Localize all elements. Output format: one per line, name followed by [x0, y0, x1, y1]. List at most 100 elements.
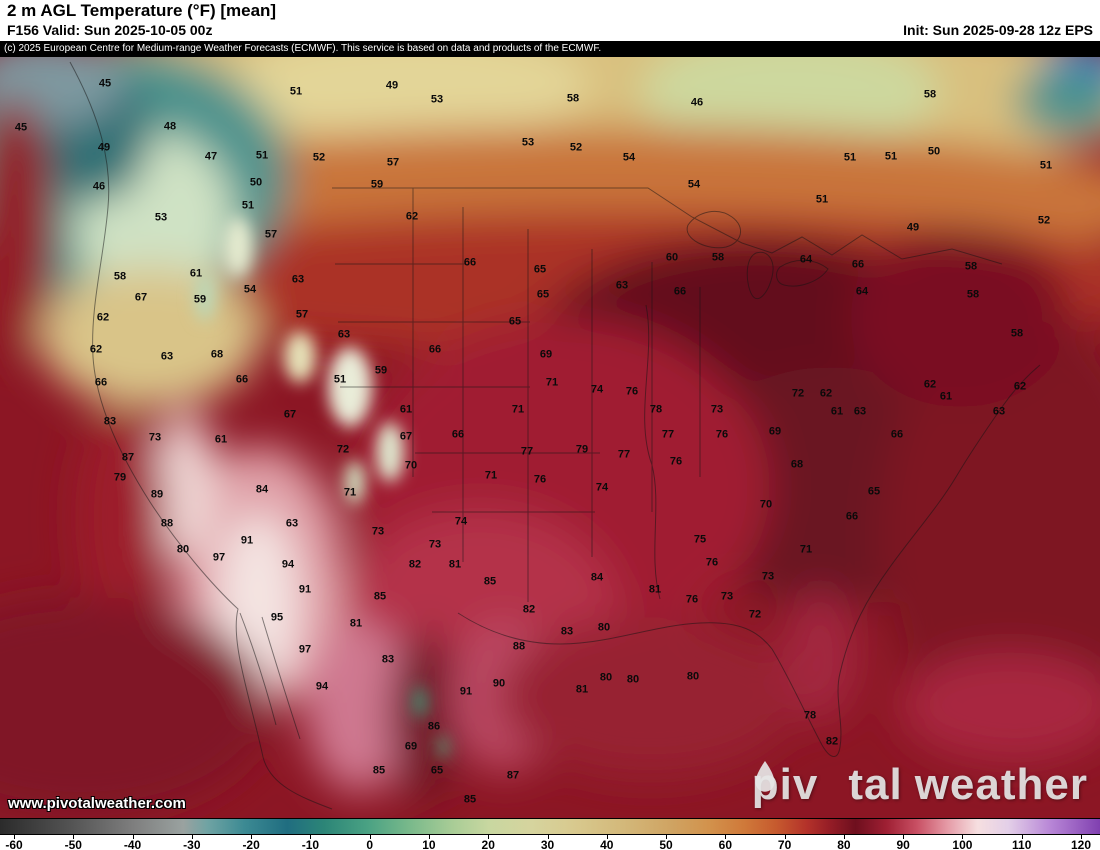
temp-label: 66	[673, 285, 687, 298]
temp-label: 87	[121, 451, 135, 464]
temp-label: 95	[270, 611, 284, 624]
colorbar-tick-label: 50	[659, 838, 673, 850]
temp-label: 71	[484, 469, 498, 482]
temp-label: 70	[759, 498, 773, 511]
temp-label: 70	[404, 459, 418, 472]
colorbar-tick	[191, 835, 193, 839]
colorbar-tick-label: 40	[600, 838, 614, 850]
temp-label: 63	[992, 405, 1006, 418]
init-time-label: Init: Sun 2025-09-28 12z EPS	[903, 22, 1093, 38]
temp-label: 86	[427, 720, 441, 733]
temp-label: 73	[720, 590, 734, 603]
temp-label: 59	[370, 178, 384, 191]
temp-label: 57	[295, 308, 309, 321]
temp-label: 57	[264, 228, 278, 241]
temp-label: 63	[291, 273, 305, 286]
temp-label: 74	[590, 383, 604, 396]
temp-label: 54	[243, 283, 257, 296]
temp-label: 61	[830, 405, 844, 418]
temp-label: 77	[617, 448, 631, 461]
temp-label: 66	[94, 376, 108, 389]
temp-label: 88	[512, 640, 526, 653]
colorbar-tick	[606, 835, 608, 839]
temp-label: 72	[336, 443, 350, 456]
temp-label: 97	[212, 551, 226, 564]
pivotal-weather-logo: piv tal weather	[752, 760, 1088, 810]
temp-label: 71	[343, 486, 357, 499]
temp-label: 83	[560, 625, 574, 638]
temp-label: 67	[399, 430, 413, 443]
colorbar-tick-label: -40	[123, 838, 142, 850]
temp-label: 49	[906, 221, 920, 234]
temp-label: 65	[536, 288, 550, 301]
colorbar-tick	[132, 835, 134, 839]
colorbar-tick-label: -50	[64, 838, 82, 850]
temp-label: 65	[867, 485, 881, 498]
temp-label: 61	[399, 403, 413, 416]
colorbar-tick-label: 0	[366, 838, 373, 850]
colorbar-tick	[251, 835, 253, 839]
colorbar-tick-label: 90	[896, 838, 910, 850]
temp-label: 89	[150, 488, 164, 501]
temp-label: 46	[690, 96, 704, 109]
temp-label: 85	[372, 764, 386, 777]
temp-label: 59	[193, 293, 207, 306]
temp-label: 52	[312, 151, 326, 164]
temp-label: 51	[884, 150, 898, 163]
temp-label: 91	[459, 685, 473, 698]
temp-label: 50	[927, 145, 941, 158]
temp-label: 51	[843, 151, 857, 164]
colorbar-tick-label: 10	[422, 838, 436, 850]
temp-label: 61	[189, 267, 203, 280]
temp-label: 73	[371, 525, 385, 538]
temp-label: 78	[649, 403, 663, 416]
temp-label: 49	[97, 141, 111, 154]
colorbar-tick	[725, 835, 727, 839]
colorbar-tick-label: 100	[952, 838, 973, 850]
temp-label: 79	[113, 471, 127, 484]
temp-label: 80	[176, 543, 190, 556]
colorbar-tick-label: -60	[5, 838, 23, 850]
header: 2 m AGL Temperature (°F) [mean] F156 Val…	[0, 0, 1100, 41]
temperature-map-canvas: 45 51 49 53 58 46 58 45 48 49 47 51 52 53 52 54 51 51 50 51…	[0, 57, 1100, 818]
temp-label: 97	[298, 643, 312, 656]
colorbar-tick	[1021, 835, 1023, 839]
colorbar-tick-label: -30	[183, 838, 201, 850]
temp-label: 76	[715, 428, 729, 441]
temp-label: 66	[451, 428, 465, 441]
temp-label: 61	[939, 390, 953, 403]
temp-label: 85	[373, 590, 387, 603]
temp-label: 58	[966, 288, 980, 301]
temp-label: 73	[761, 570, 775, 583]
temp-label: 65	[533, 263, 547, 276]
temp-label: 76	[685, 593, 699, 606]
temp-label: 74	[595, 481, 609, 494]
colorbar-tick	[310, 835, 312, 839]
colorbar-tick-label: 120	[1070, 838, 1092, 850]
colorbar-tick	[369, 835, 371, 839]
temp-label: 91	[240, 534, 254, 547]
temp-label: 51	[1039, 159, 1053, 172]
temp-label: 51	[815, 193, 829, 206]
logo-text-word2: weather	[914, 760, 1088, 809]
colorbar-tick	[784, 835, 786, 839]
valid-time-label: F156 Valid: Sun 2025-10-05 00z	[7, 22, 213, 38]
temp-label: 82	[408, 558, 422, 571]
temp-label: 68	[210, 348, 224, 361]
temp-label: 80	[686, 670, 700, 683]
temp-label: 62	[819, 387, 833, 400]
temp-label: 81	[648, 583, 662, 596]
watermark-url: www.pivotalweather.com	[8, 795, 186, 812]
colorbar-tick-label: -10	[301, 838, 320, 850]
copyright-bar: (c) 2025 European Centre for Medium-rang…	[0, 41, 1100, 57]
temp-label: 47	[204, 150, 218, 163]
temp-label: 65	[508, 315, 522, 328]
temp-label: 51	[333, 373, 347, 386]
temp-label: 57	[386, 156, 400, 169]
temp-label: 71	[799, 543, 813, 556]
temp-label: 76	[669, 455, 683, 468]
colorbar-tick-label: 20	[481, 838, 495, 850]
copyright-text: (c) 2025 European Centre for Medium-rang…	[4, 43, 602, 54]
temp-label: 63	[160, 350, 174, 363]
temp-label: 58	[113, 270, 127, 283]
